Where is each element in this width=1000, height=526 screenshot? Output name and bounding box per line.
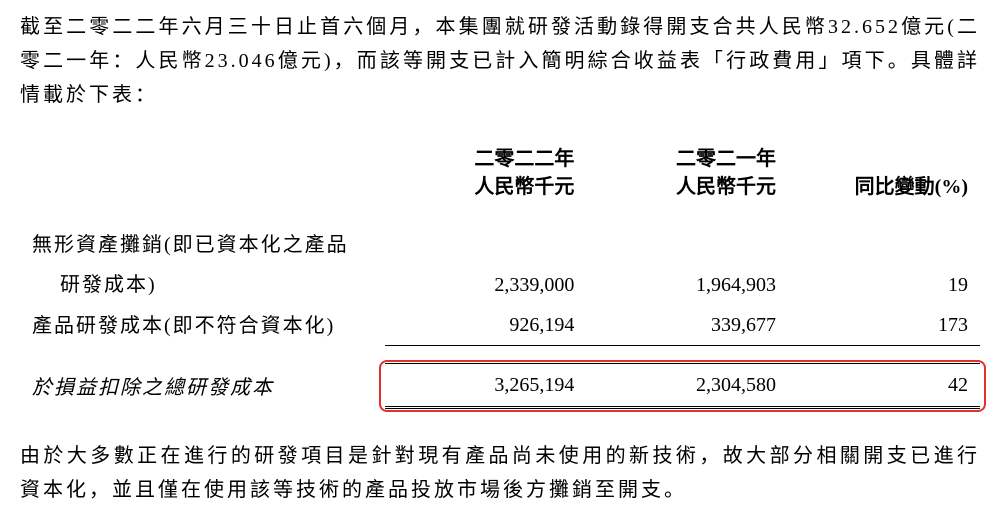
total-change: 42 <box>788 364 980 408</box>
intro-paragraph: 截至二零二二年六月三十日止首六個月，本集團就研發活動錄得開支合共人民幣32.65… <box>20 10 980 112</box>
row2-label: 產品研發成本(即不符合資本化) <box>20 305 385 346</box>
row1-2021: 1,964,903 <box>586 265 788 305</box>
rd-cost-table-container: 二零二二年 人民幣千元 二零二一年 人民幣千元 同比變動(%) 無形資產攤銷(即… <box>20 142 980 409</box>
col-header-change: 同比變動(%) <box>788 142 980 207</box>
total-2021: 2,304,580 <box>586 364 788 408</box>
rd-cost-table: 二零二二年 人民幣千元 二零二一年 人民幣千元 同比變動(%) 無形資產攤銷(即… <box>20 142 980 409</box>
table-row: 產品研發成本(即不符合資本化) 926,194 339,677 173 <box>20 305 980 346</box>
table-row: 研發成本) 2,339,000 1,964,903 19 <box>20 265 980 305</box>
col-header-2022: 二零二二年 人民幣千元 <box>385 142 587 207</box>
total-2022: 3,265,194 <box>385 364 587 408</box>
table-row-total: 於損益扣除之總研發成本 3,265,194 2,304,580 42 <box>20 364 980 408</box>
footer-paragraph: 由於大多數正在進行的研發項目是針對現有產品尚未使用的新技術，故大部分相關開支已進… <box>20 439 980 507</box>
col-header-2021: 二零二一年 人民幣千元 <box>586 142 788 207</box>
row1-change: 19 <box>788 265 980 305</box>
row2-2021: 339,677 <box>586 305 788 346</box>
row2-2022: 926,194 <box>385 305 587 346</box>
row1-label-line2: 研發成本) <box>20 265 385 305</box>
row1-2022: 2,339,000 <box>385 265 587 305</box>
row1-label-line1: 無形資產攤銷(即已資本化之產品 <box>20 225 385 265</box>
total-label: 於損益扣除之總研發成本 <box>20 364 385 408</box>
row2-change: 173 <box>788 305 980 346</box>
table-row: 無形資產攤銷(即已資本化之產品 <box>20 225 980 265</box>
